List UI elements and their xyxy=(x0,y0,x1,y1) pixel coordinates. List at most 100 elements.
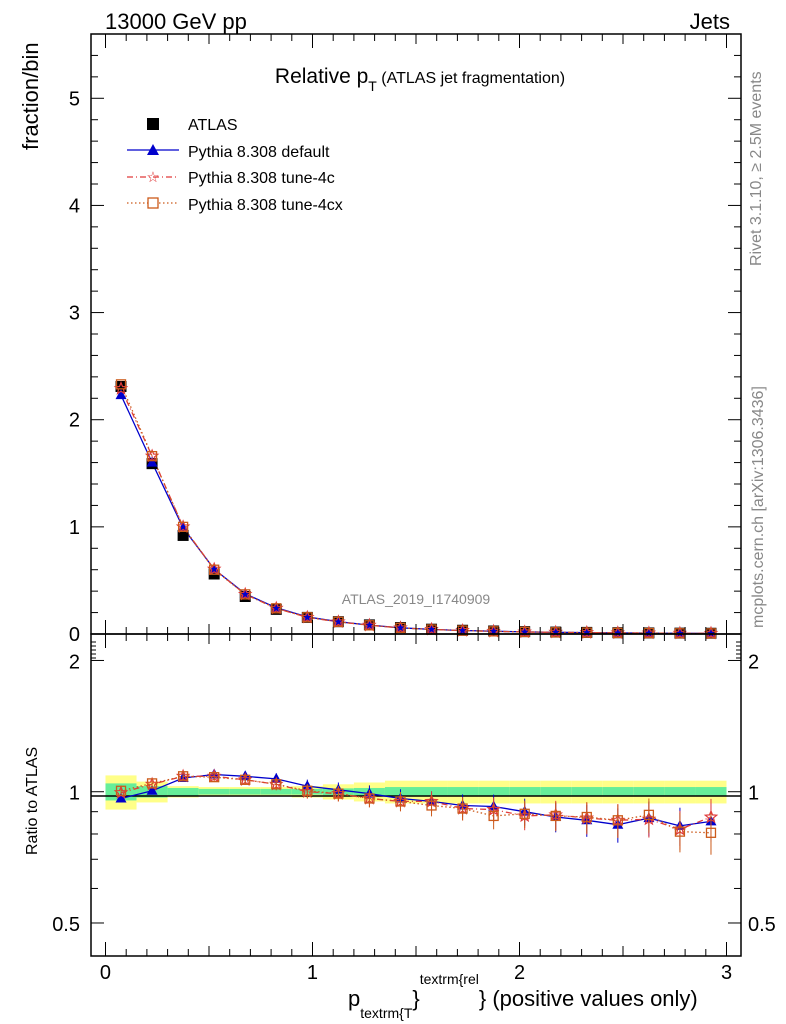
main-y-axis-label: fraction/bin xyxy=(18,42,43,150)
x-tick-label: 2 xyxy=(514,962,525,984)
legend-label-default: Pythia 8.308 default xyxy=(188,144,330,161)
main-axis-ticks: 0 1 2 3 4 5 xyxy=(69,34,741,646)
main-point-tune4cx-square-marker xyxy=(581,627,592,638)
ratio-ytick-label: 2 xyxy=(69,651,80,673)
legend-marker-tune4c: ☆ xyxy=(146,168,159,186)
process-label: Jets xyxy=(690,9,730,34)
ratio-band-inner xyxy=(571,787,603,797)
ratio-band-inner xyxy=(509,787,541,797)
ratio-band-inner xyxy=(602,787,634,797)
ratio-axis-ticks: 0.5 0.5 1 1 2 2 0 1 2 3 xyxy=(52,634,776,984)
ratio-point-tune4cx-square-marker xyxy=(550,810,561,822)
ratio-point-tune4cx-square-marker xyxy=(581,811,592,823)
ratio-ytick-label: 1 xyxy=(69,783,80,805)
ratio-band-inner xyxy=(540,787,572,797)
x-tick-label: 1 xyxy=(307,962,318,984)
main-point-tune4cx-square-marker xyxy=(550,627,561,638)
ratio-ytick-label: 0.5 xyxy=(52,914,80,936)
ratio-point-tune4cx-square-marker xyxy=(271,779,282,790)
x-axis-label-brace1: } xyxy=(412,986,419,1011)
main-ytick-label: 4 xyxy=(69,195,80,217)
ratio-point-tune4cx-square-marker xyxy=(395,796,406,807)
main-point-tune4cx-square-marker xyxy=(519,626,530,638)
ratio-point-default-triangle-marker xyxy=(146,784,158,795)
ratio-band-inner xyxy=(633,787,665,797)
ratio-panel: 0.5 0.5 1 1 2 2 0 1 2 3 xyxy=(52,633,776,984)
ratio-point-default-triangle-marker xyxy=(115,792,127,803)
x-axis-label-rest: (positive values only) xyxy=(486,986,698,1011)
x-axis-label-p: p xyxy=(348,986,360,1011)
x-tick-label: 3 xyxy=(721,962,732,984)
energy-label: 13000 GeV pp xyxy=(105,9,247,34)
main-point-tune4cx-square-marker xyxy=(146,450,158,462)
ratio-point-tune4cx-square-marker xyxy=(209,772,220,783)
main-point-tune4cx-square-marker xyxy=(643,627,655,639)
ratio-band-inner xyxy=(198,788,230,795)
main-ytick-label: 1 xyxy=(69,517,80,539)
x-axis-label-sub: textrm{T xyxy=(360,1005,413,1021)
main-point-tune4cx-square-marker xyxy=(333,616,344,627)
chart-title-rest: (ATLAS jet fragmentation) xyxy=(377,70,565,87)
ratio-point-tune4cx-square-marker xyxy=(426,800,437,811)
ratio-band-inner xyxy=(229,788,261,795)
legend: ATLAS Pythia 8.308 default ☆ Pythia 8.30… xyxy=(127,117,343,214)
ratio-band-inner xyxy=(478,787,510,797)
ratio-ytick-label-right: 1 xyxy=(748,783,759,805)
main-point-tune4cx-square-marker xyxy=(612,627,623,639)
ratio-data-marks xyxy=(113,768,719,855)
ratio-point-tune4cx-square-marker xyxy=(612,815,623,826)
ratio-ytick-label-right: 2 xyxy=(748,651,759,673)
ratio-point-tune4cx-square-marker xyxy=(457,803,468,814)
legend-marker-default xyxy=(147,144,159,155)
x-axis-label: ptextrm{T}textrm{rel} (positive values o… xyxy=(348,971,698,1021)
x-axis-label-sup: textrm{rel xyxy=(420,971,479,987)
x-axis-label-brace2: } xyxy=(479,986,486,1011)
main-point-tune4cx-square-marker xyxy=(302,612,313,623)
legend-label-tune4c: Pythia 8.308 tune-4c xyxy=(188,170,335,187)
main-ytick-label: 0 xyxy=(69,624,80,646)
main-point-tune4cx-square-marker xyxy=(457,625,468,636)
main-ytick-label: 3 xyxy=(69,303,80,325)
rivet-label: Rivet 3.1.10, ≥ 2.5M events xyxy=(748,71,765,266)
main-point-tune4cx-square-marker xyxy=(177,521,189,533)
chart-title-sub: T xyxy=(368,78,377,94)
main-ytick-label: 2 xyxy=(69,410,80,432)
main-panel: 0 1 2 3 4 5 Relative pT (ATLAS jet fragmentat… xyxy=(69,33,742,646)
main-point-tune4cx-square-marker xyxy=(209,564,220,575)
main-point-default-triangle-marker xyxy=(115,389,127,400)
ratio-y-axis-label: Ratio to ATLAS xyxy=(24,747,41,855)
ratio-point-tune4cx-square-marker xyxy=(643,809,655,821)
x-tick-label: 0 xyxy=(100,962,111,984)
ratio-point-tune4cx-square-marker xyxy=(177,771,189,782)
ratio-point-tune4cx-square-marker xyxy=(488,810,499,822)
legend-label-atlas: ATLAS xyxy=(188,117,238,134)
main-ytick-label: 5 xyxy=(69,88,80,110)
main-point-default-triangle-marker xyxy=(146,456,158,467)
main-point-tune4cx-square-marker xyxy=(240,589,251,600)
site-label: mcplots.cern.ch [arXiv:1306.3436] xyxy=(750,386,767,628)
ratio-point-tune4cx-square-marker xyxy=(115,785,127,796)
main-point-atlas xyxy=(115,381,127,392)
ratio-point-tune4cx-square-marker xyxy=(333,788,344,799)
main-point-tune4cx-square-marker xyxy=(395,622,406,634)
legend-label-tune4cx: Pythia 8.308 tune-4cx xyxy=(188,197,343,214)
main-point-tune4cx-square-marker xyxy=(488,626,499,637)
ratio-point-tune4cx-square-marker xyxy=(302,785,313,796)
ratio-point-tune4cx-square-marker xyxy=(674,826,686,837)
ratio-band-inner xyxy=(447,787,479,797)
chart-title: Relative pT (ATLAS jet fragmentation) xyxy=(275,65,565,94)
main-point-tune4cx-square-marker xyxy=(115,379,127,390)
ratio-point-tune4cx-square-marker xyxy=(146,778,158,789)
main-point-tune4cx-square-marker xyxy=(271,603,282,614)
main-point-atlas xyxy=(177,529,189,541)
ratio-line-tune4cx xyxy=(120,775,712,834)
ratio-band-inner xyxy=(664,787,696,797)
ratio-uncertainty-bands xyxy=(105,775,727,810)
ratio-point-tune4cx-square-marker xyxy=(364,793,375,804)
ratio-point-tune4cx-square-marker xyxy=(705,827,717,838)
legend-marker-atlas xyxy=(147,118,159,130)
ratio-band-inner xyxy=(695,787,727,797)
ratio-point-tune4cx-square-marker xyxy=(519,808,530,819)
analysis-label: ATLAS_2019_I1740909 xyxy=(342,591,491,607)
ratio-band-inner xyxy=(167,787,199,796)
